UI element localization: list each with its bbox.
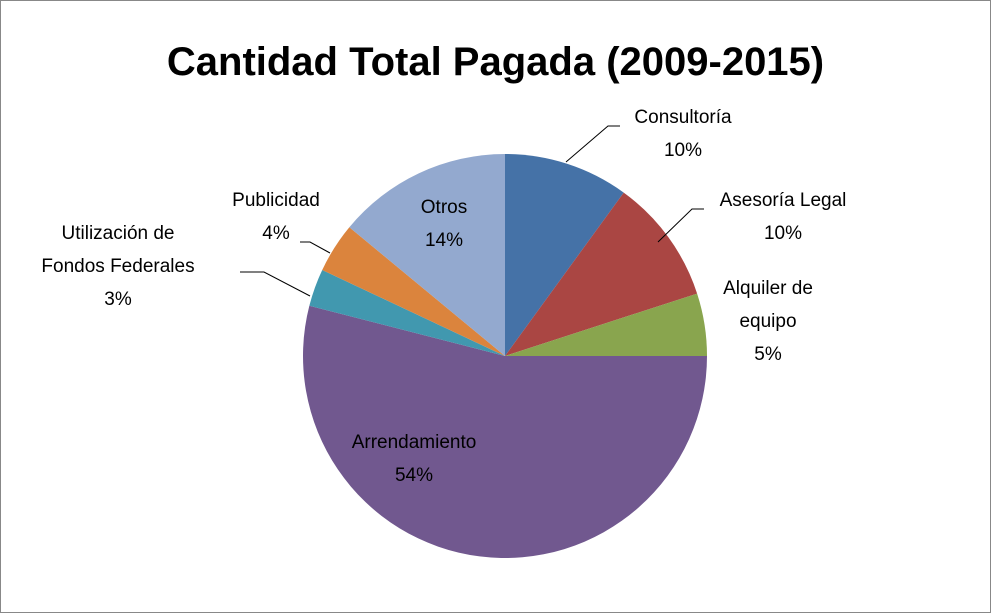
value-label: 3% xyxy=(104,289,132,310)
slice-label: Alquiler de equipo 5% xyxy=(708,272,828,371)
value-label: 10% xyxy=(763,223,803,244)
slice-label: Publicidad 4% xyxy=(206,184,346,250)
value-label: 14% xyxy=(424,230,464,251)
leader-line xyxy=(240,271,311,297)
slice-label: Asesoría Legal 10% xyxy=(693,184,873,250)
slice-label: Utilización de Fondos Federales 3% xyxy=(38,217,198,316)
slice-label: Consultoría 10% xyxy=(603,101,763,167)
pie-slice xyxy=(303,305,707,558)
category-label: Otros xyxy=(420,197,468,218)
category-label: Alquiler de equipo xyxy=(723,278,813,332)
leader-line xyxy=(565,125,620,163)
leader-line xyxy=(300,241,331,254)
pie-slice xyxy=(505,293,707,356)
category-label: Asesoría Legal xyxy=(719,190,847,211)
pie-slice xyxy=(505,154,624,356)
pie-slice xyxy=(322,227,505,356)
value-label: 4% xyxy=(262,223,290,244)
chart-title: Cantidad Total Pagada (2009-2015) xyxy=(166,40,825,84)
pie-slice xyxy=(349,154,505,356)
slice-label: Otros 14% xyxy=(394,191,494,257)
category-label: Consultoría xyxy=(634,107,732,128)
category-label: Utilización de Fondos Federales xyxy=(41,223,195,277)
category-label: Arrendamiento xyxy=(351,432,477,453)
category-label: Publicidad xyxy=(232,190,320,211)
pie-slice xyxy=(309,269,505,356)
value-label: 5% xyxy=(754,344,782,365)
value-label: 54% xyxy=(394,465,434,486)
slice-label: Arrendamiento 54% xyxy=(314,426,514,492)
leader-line xyxy=(657,208,704,243)
pie-slice xyxy=(505,192,698,356)
value-label: 10% xyxy=(663,140,703,161)
